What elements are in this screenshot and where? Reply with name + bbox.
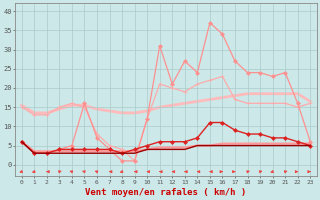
X-axis label: Vent moyen/en rafales ( km/h ): Vent moyen/en rafales ( km/h ) <box>85 188 247 197</box>
